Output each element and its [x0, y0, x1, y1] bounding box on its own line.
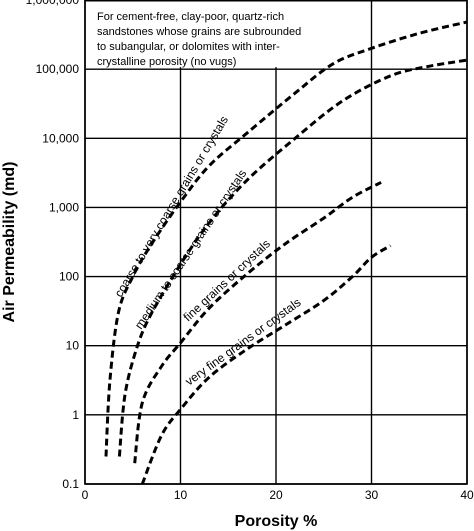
plot-border [84, 0, 468, 485]
note-line: sandstones whose grains are subrounded [97, 26, 301, 38]
note-line: crystalline porosity (no vugs) [97, 56, 236, 68]
y-axis-title: Air Permeability (md) [1, 162, 18, 323]
y-tick-label: 10 [66, 339, 80, 353]
y-tick-label: 100,000 [36, 62, 80, 76]
note-line: For cement-free, clay-poor, quartz-rich [97, 11, 284, 23]
y-tick-label: 0.1 [62, 477, 79, 491]
series-line-2 [117, 58, 468, 457]
y-tick-label: 10,000 [42, 131, 79, 145]
y-tick-label: 1 [72, 408, 79, 422]
x-tick-label: 10 [174, 488, 188, 502]
y-tick-label: 100 [59, 270, 79, 284]
series-line-1 [104, 20, 468, 457]
x-axis-title: Porosity % [235, 513, 318, 530]
x-tick-label: 20 [269, 488, 283, 502]
tick-labels: 0 10 20 30 40 0.1 1 10 100 1,000 10,000 100,000 1,00… [26, 0, 474, 502]
x-tick-label: 0 [82, 488, 89, 502]
plot-frame [84, 0, 468, 485]
note-line: to subangular, or dolomites with inter- [97, 41, 280, 53]
note-text: For cement-free, clay-poor, quartz-rich s… [97, 11, 301, 68]
series-line-3 [133, 181, 382, 464]
series-line-4 [140, 244, 392, 485]
x-tick-label: 30 [365, 488, 379, 502]
curves [104, 20, 468, 485]
y-tick-label: 1,000 [49, 200, 79, 214]
x-tick-label: 40 [460, 488, 474, 502]
note-box [86, 1, 330, 68]
y-tick-label: 1,000,000 [26, 0, 80, 7]
